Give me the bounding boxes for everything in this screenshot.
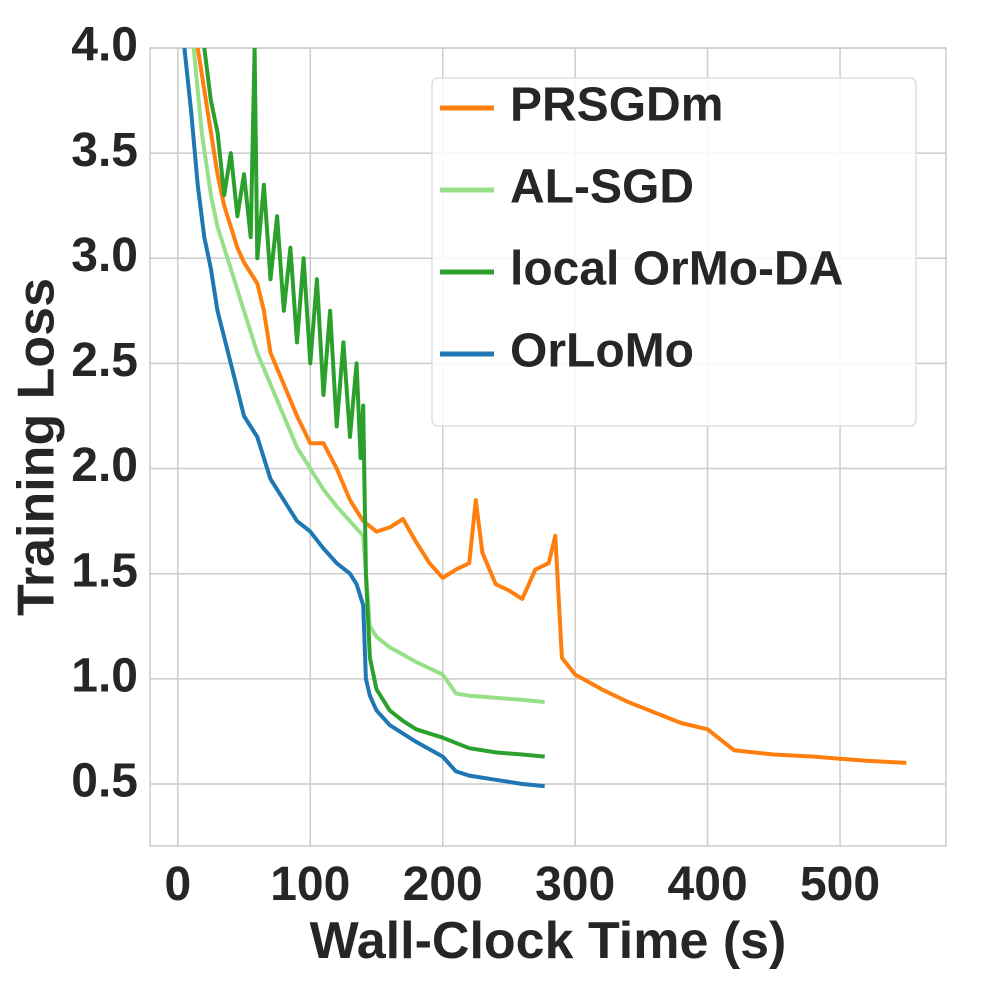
x-tick-label: 0 [164, 858, 191, 911]
series-line [202, 48, 545, 759]
legend-label: AL-SGD [510, 161, 694, 214]
x-tick-label: 100 [270, 858, 350, 911]
y-tick-label: 1.5 [71, 544, 138, 597]
legend-label: OrLoMo [510, 325, 694, 378]
x-tick-label: 200 [403, 858, 483, 911]
y-tick-label: 3.5 [71, 124, 138, 177]
y-tick-label: 2.0 [71, 439, 138, 492]
legend-box [431, 77, 917, 427]
legend-label: local OrMo-DA [510, 243, 843, 296]
series-line [191, 48, 545, 704]
y-tick-label: 0.5 [71, 755, 138, 808]
y-axis-label: Training Loss [8, 278, 66, 616]
y-tick-label: 2.5 [71, 334, 138, 387]
lines [182, 48, 907, 789]
y-tick-label: 3.0 [71, 229, 138, 282]
plot-frame [149, 47, 947, 847]
y-tick-label: 4.0 [71, 19, 138, 72]
x-axis-label: Wall-Clock Time (s) [310, 912, 787, 970]
series-line [195, 48, 907, 765]
legend-label: PRSGDm [510, 79, 723, 132]
y-tick-label: 1.0 [71, 650, 138, 703]
ticks: 0.5 1.0 1.5 2.0 2.5 3.0 3.5 4.0 0 100 200 300 400 500 [71, 19, 880, 911]
x-tick-label: 400 [668, 858, 748, 911]
series-line [182, 48, 545, 789]
x-tick-label: 300 [535, 858, 615, 911]
legend: PRSGDm AL-SGD local OrMo-DA OrLoMo [431, 77, 917, 427]
x-tick-label: 500 [800, 858, 880, 911]
